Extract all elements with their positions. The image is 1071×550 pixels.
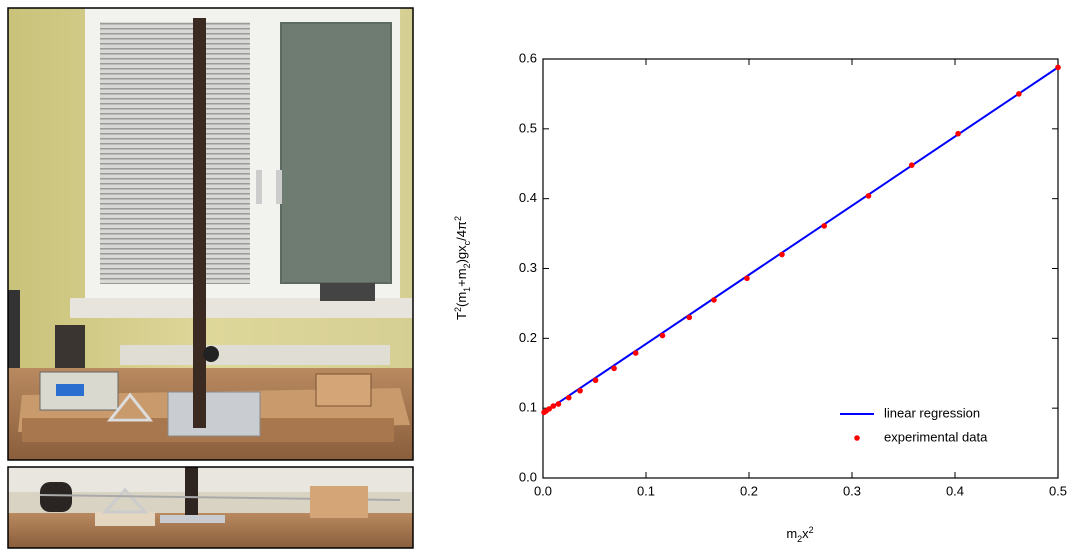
x-axis-label: m2x2 <box>786 525 813 544</box>
axis-label-part: c <box>462 240 472 245</box>
axis-label-part: 2 <box>453 307 463 312</box>
data-point <box>565 394 572 401</box>
axis-label-part: 2 <box>453 216 463 221</box>
axis-label-part: m <box>786 526 797 541</box>
axis-label-part: 1 <box>462 287 472 292</box>
y-axis-label: T2(m1+m2)gxc/4π2 <box>453 216 472 320</box>
data-point <box>659 332 666 339</box>
x-tick-label: 0.1 <box>637 483 655 498</box>
x-tick-label: 0.5 <box>1049 483 1067 498</box>
data-point <box>908 162 915 168</box>
data-point <box>955 130 961 137</box>
data-point <box>546 406 552 412</box>
x-tick-label: 0.0 <box>534 483 552 498</box>
legend-label: experimental data <box>884 429 988 444</box>
axis-label-part: 2 <box>797 534 802 544</box>
data-point <box>550 403 557 409</box>
photo-detail <box>8 467 413 548</box>
data-point <box>1055 64 1061 71</box>
x-tick-label: 0.2 <box>740 483 758 498</box>
data-point <box>611 365 617 372</box>
y-tick-label: 0.6 <box>519 50 537 65</box>
x-tick-label: 0.3 <box>843 483 861 498</box>
axis-label-part: 2 <box>809 525 814 535</box>
y-tick-label: 0.4 <box>519 190 537 205</box>
data-point <box>1016 91 1022 97</box>
axis-label-part: x <box>802 526 809 541</box>
legend-label: linear regression <box>884 405 980 420</box>
y-tick-label: 0.0 <box>519 469 537 484</box>
regression-line <box>542 66 1059 414</box>
data-point <box>744 275 750 282</box>
data-point <box>711 297 717 303</box>
data-point <box>865 193 872 199</box>
axis-label-part: (m <box>454 292 469 307</box>
y-tick-label: 0.1 <box>519 400 537 415</box>
y-tick-label: 0.3 <box>519 260 537 275</box>
data-point <box>577 387 583 394</box>
data-point <box>779 251 785 258</box>
axis-label-part: )gx <box>454 245 469 264</box>
data-point <box>686 314 693 321</box>
data-point <box>632 350 639 356</box>
data-point <box>592 377 599 384</box>
chart: m2x2 T2(m1+m2)gxc/4π2 <box>453 58 1059 544</box>
data-point <box>821 223 827 229</box>
axis-label-part: /4π <box>454 221 469 241</box>
axis-label-part: T <box>454 312 469 320</box>
photo-setup <box>8 8 413 460</box>
x-tick-label: 0.4 <box>946 483 964 498</box>
legend-marker <box>854 435 860 441</box>
axis-label-part: 2 <box>462 263 472 268</box>
axis-label-part: +m <box>454 268 469 286</box>
y-tick-label: 0.5 <box>519 120 537 135</box>
data-point <box>555 401 562 407</box>
legend <box>830 400 1050 452</box>
y-tick-label: 0.2 <box>519 330 537 345</box>
